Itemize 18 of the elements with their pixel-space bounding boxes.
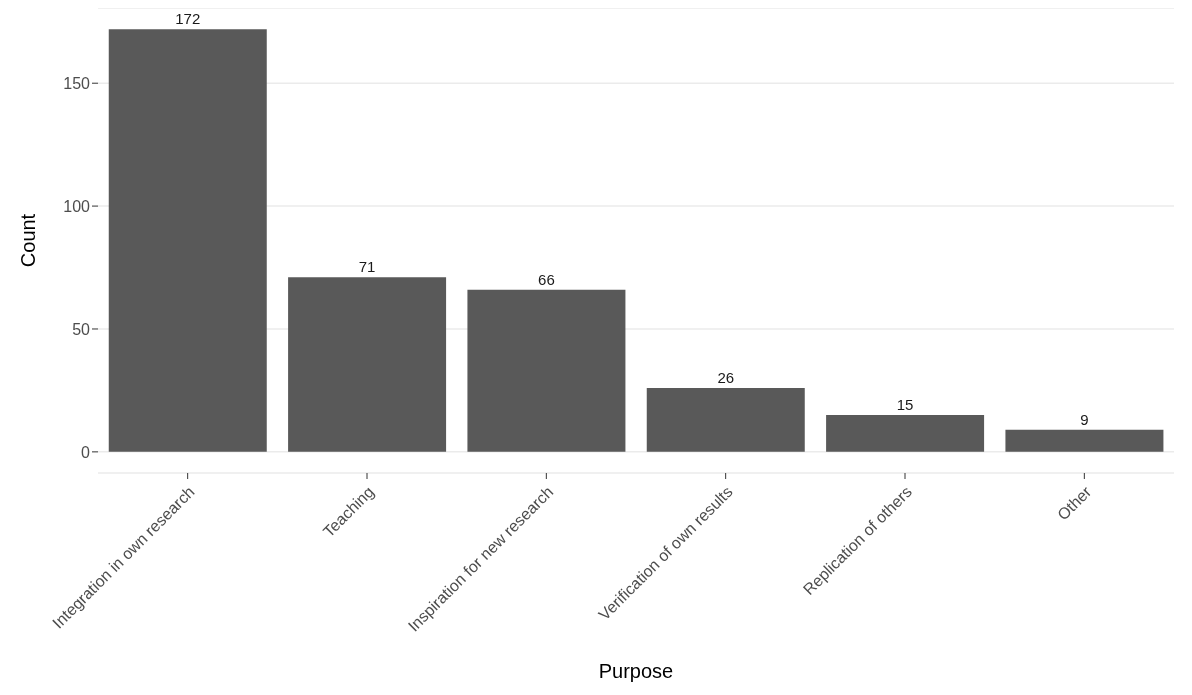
bar (1005, 429, 1164, 452)
data-label: 26 (717, 368, 735, 386)
bar (467, 289, 626, 452)
y-tick-label: 100 (63, 197, 91, 215)
bar (646, 387, 805, 452)
data-label: 15 (896, 396, 914, 413)
bar (108, 29, 267, 452)
data-label: 9 (1080, 410, 1089, 428)
data-label: 66 (538, 270, 555, 288)
bar (288, 277, 447, 452)
y-tick-label: 0 (81, 443, 91, 461)
y-tick-label: 150 (63, 74, 91, 92)
x-axis-title: Purpose (598, 660, 674, 682)
bar (826, 415, 985, 452)
data-label: 71 (358, 258, 376, 276)
y-axis-title: Count (17, 213, 40, 268)
data-label: 172 (175, 10, 201, 28)
y-tick-label: 50 (72, 320, 91, 338)
